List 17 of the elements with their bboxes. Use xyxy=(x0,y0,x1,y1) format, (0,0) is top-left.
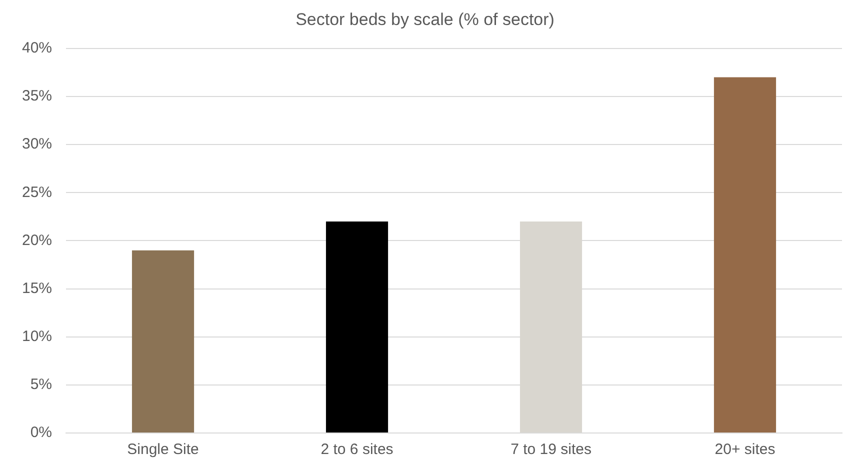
y-tick-label: 25% xyxy=(22,184,52,201)
x-tick-label: 20+ sites xyxy=(714,441,776,458)
bar xyxy=(714,77,776,432)
x-tick-label: 2 to 6 sites xyxy=(320,441,394,458)
chart-title: Sector beds by scale (% of sector) xyxy=(296,10,554,29)
x-tick-label: Single Site xyxy=(127,441,199,458)
y-tick-label: 30% xyxy=(22,136,52,153)
x-tick-label: 7 to 19 sites xyxy=(510,441,592,458)
y-tick-label: 10% xyxy=(22,328,52,345)
y-tick-label: 15% xyxy=(22,280,52,297)
y-tick-label: 20% xyxy=(22,232,52,249)
y-tick-label: 0% xyxy=(30,424,52,442)
bar xyxy=(326,221,388,432)
bar xyxy=(132,250,194,432)
y-tick-label: 5% xyxy=(30,376,52,394)
y-tick-label: 35% xyxy=(22,88,52,105)
y-tick-label: 40% xyxy=(22,40,52,57)
